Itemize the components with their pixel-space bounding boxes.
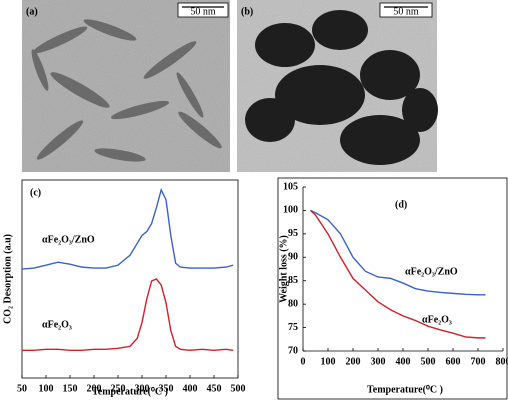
data-line: [310, 209, 486, 339]
x-tick-label: 200: [346, 356, 361, 367]
plot-frame: [21, 179, 239, 379]
y-axis-label: Weight loss (%): [278, 235, 289, 303]
x-tick-label: 300: [135, 383, 150, 394]
x-tick-label: 150: [63, 383, 78, 394]
tem-image-b: [237, 0, 438, 172]
panel-label: (a): [26, 6, 38, 17]
panel-label: (d): [395, 199, 407, 210]
y-tick-label: 75: [288, 322, 298, 333]
x-tick-label: 50: [17, 383, 27, 394]
x-tick-label: 300: [371, 356, 386, 367]
x-tick-label: 400: [396, 356, 411, 367]
y-tick-label: 90: [288, 252, 298, 263]
x-tick-label: 500: [421, 356, 436, 367]
series-label: αFe₂O₃: [42, 319, 72, 330]
scale-bar-label: 50 nm: [190, 6, 216, 17]
x-tick-label: 100: [39, 383, 54, 394]
x-tick-label: 600: [446, 356, 461, 367]
panel-label: (b): [241, 6, 253, 17]
x-tick-label: 400: [183, 383, 198, 394]
x-tick-label: 700: [471, 356, 486, 367]
y-tick-label: 100: [283, 205, 298, 216]
y-tick-label: 85: [288, 275, 298, 286]
tem-image-a: [22, 0, 230, 172]
y-axis-label: CO₂ Desorption (a.u): [2, 234, 13, 324]
x-tick-label: 250: [111, 383, 126, 394]
x-tick-label: 200: [87, 383, 102, 394]
scale-bar-label: 50 nm: [393, 6, 419, 17]
x-tick-label: 500: [231, 383, 246, 394]
x-tick-label: 800: [496, 356, 508, 367]
data-line: [21, 187, 234, 270]
x-tick-label: 350: [159, 383, 174, 394]
x-tick-label: 450: [207, 383, 222, 394]
x-axis-label: Temperature(⁰C ): [367, 384, 443, 395]
series-label: αFe₂O₃: [422, 314, 452, 325]
panel-label: (c): [30, 187, 41, 198]
y-tick-label: 70: [288, 345, 298, 356]
x-tick-label: 0: [301, 356, 306, 367]
panel-frame: [277, 177, 508, 400]
x-tick-label: 100: [321, 356, 336, 367]
data-line: [22, 278, 234, 351]
y-tick-label: 80: [288, 298, 298, 309]
series-label: αFe₂O₃/ZnO: [405, 266, 458, 277]
x-axis-label: Temperature(⁰C ): [92, 386, 168, 397]
series-label: αFe₂O₃/ZnO: [42, 234, 95, 245]
y-tick-label: 95: [288, 228, 298, 239]
data-line: [310, 209, 486, 296]
y-tick-label: 105: [283, 181, 298, 192]
